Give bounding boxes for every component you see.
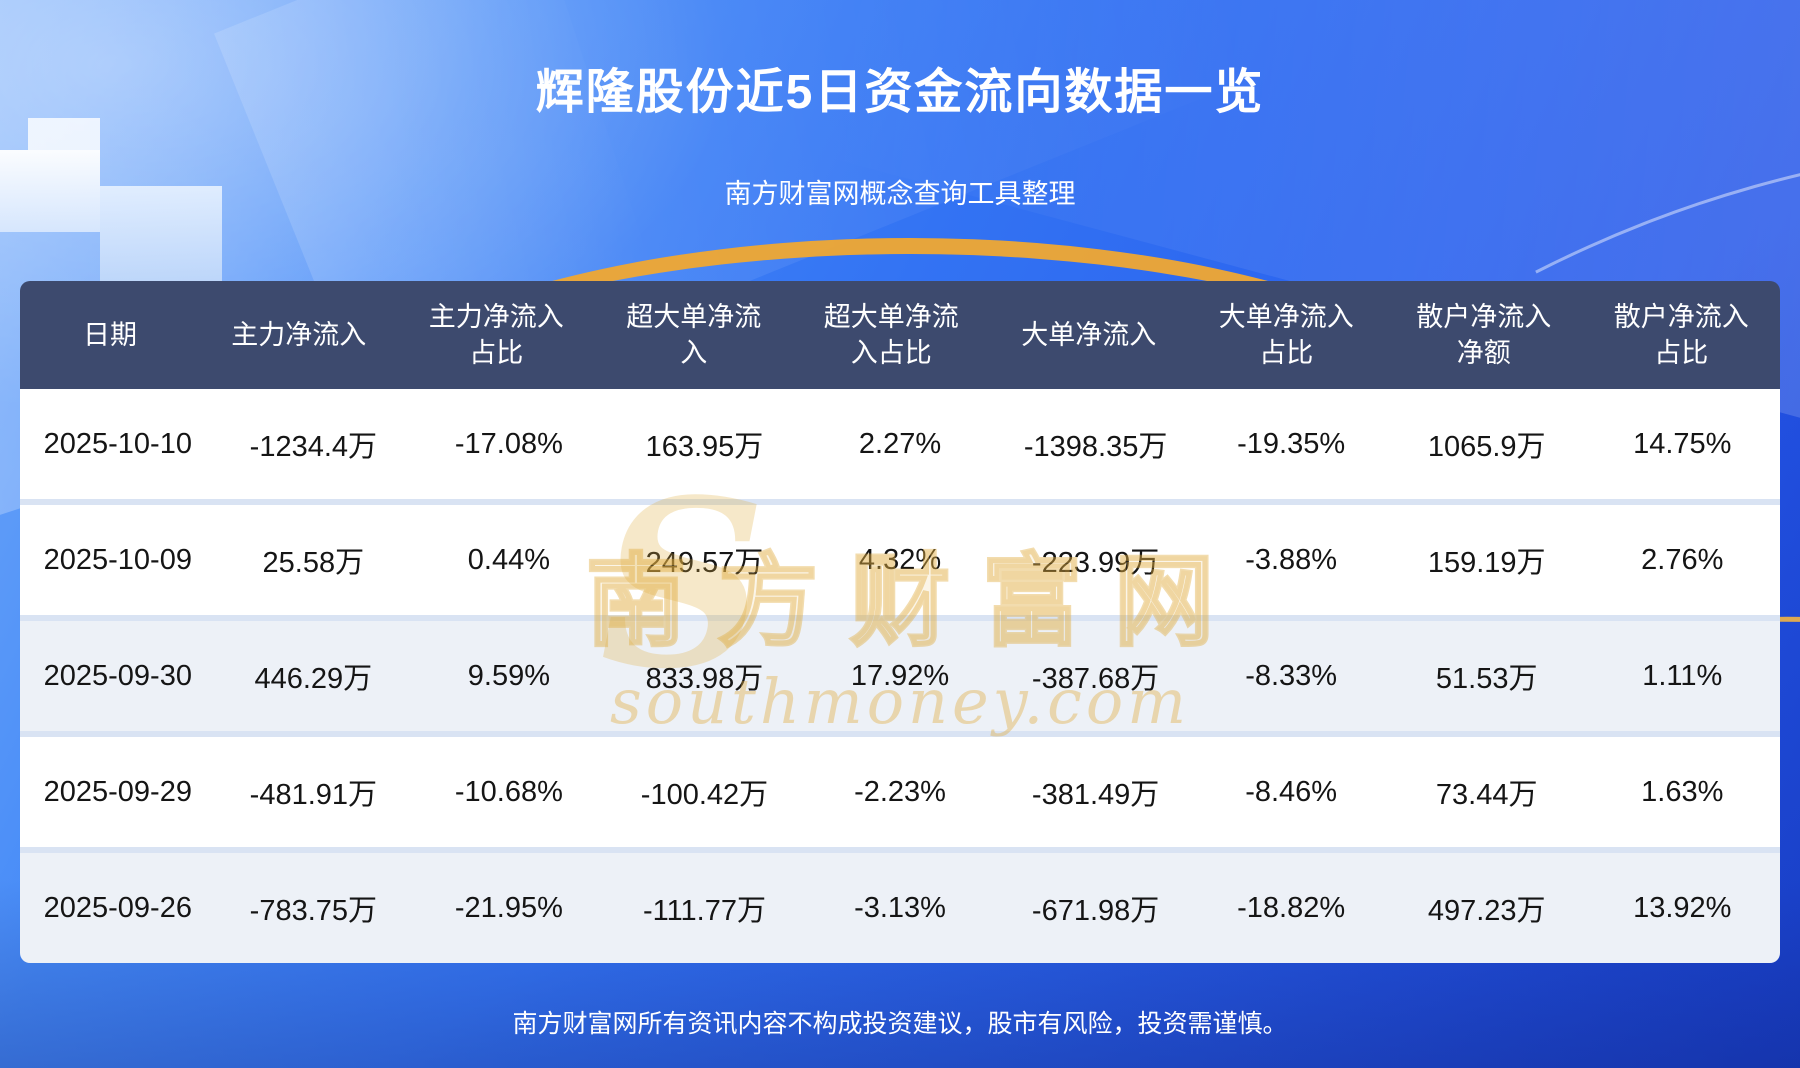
value-cell: -17.08%	[454, 427, 563, 460]
table-row: 2025-09-30 446.29万 9.59% 833.98万 17.92% -387.…	[20, 615, 1780, 731]
decoration-block	[0, 150, 100, 232]
value-cell: 833.98万	[645, 663, 764, 695]
table-row: 2025-10-10 -1234.4万 -17.08% 163.95万 2.27% -13…	[20, 389, 1780, 499]
column-header-label: 主力净流入占比	[428, 301, 564, 368]
column-header-label: 散户净流入净额	[1416, 301, 1552, 368]
column-header-label: 散户净流入占比	[1613, 301, 1749, 368]
value-cell: -19.35%	[1237, 427, 1346, 460]
date-cell: 2025-09-29	[43, 775, 192, 808]
value-cell: -387.68万	[1031, 663, 1160, 695]
footer-disclaimer: 南方财富网所有资讯内容不构成投资建议，股市有风险，投资需谨慎。	[512, 1010, 1288, 1038]
table-row: 2025-09-29 -481.91万 -10.68% -100.42万 -2.23% -…	[20, 731, 1780, 847]
date-cell: 2025-09-30	[43, 659, 192, 692]
value-cell: -21.95%	[454, 891, 563, 924]
value-cell: -8.46%	[1245, 775, 1338, 808]
value-cell: 51.53万	[1435, 663, 1538, 695]
value-cell: 249.57万	[645, 547, 764, 579]
column-header: 超大单净流入	[595, 299, 793, 372]
table-header-row: 日期 主力净流入 主力净流入占比 超大单净流入 超大单净流入占比 大单净流入 大单净流入占比…	[20, 281, 1780, 389]
column-header-label: 大单净流入占比	[1218, 301, 1354, 368]
value-cell: -1234.4万	[249, 431, 378, 463]
value-cell: 73.44万	[1435, 779, 1538, 811]
column-header: 日期	[20, 317, 200, 353]
column-header-label: 大单净流入	[1021, 319, 1157, 350]
fund-flow-table: 日期 主力净流入 主力净流入占比 超大单净流入 超大单净流入占比 大单净流入 大单净流入占比…	[20, 281, 1780, 963]
value-cell: 1.11%	[1642, 659, 1723, 692]
value-cell: 163.95万	[645, 431, 764, 463]
value-cell: 13.92%	[1633, 891, 1732, 924]
date-cell: 2025-10-10	[43, 427, 192, 460]
column-header-label: 超大单净流入占比	[823, 301, 959, 368]
value-cell: 2.27%	[858, 427, 942, 460]
column-header: 大单净流入占比	[1188, 299, 1386, 372]
date-cell: 2025-09-26	[43, 891, 192, 924]
page-title: 辉隆股份近5日资金流向数据一览	[535, 66, 1265, 119]
value-cell: 2.76%	[1641, 543, 1724, 576]
value-cell: -18.82%	[1237, 891, 1346, 924]
value-cell: -783.75万	[249, 895, 378, 927]
decoration-block	[28, 118, 100, 150]
table-row: 2025-10-09 25.58万 0.44% 249.57万 4.32% -223.99…	[20, 499, 1780, 615]
value-cell: 159.19万	[1427, 547, 1546, 579]
value-cell: -3.88%	[1245, 543, 1338, 576]
value-cell: 4.32%	[858, 543, 942, 576]
page-subtitle: 南方财富网概念查询工具整理	[724, 179, 1076, 209]
value-cell: -481.91万	[249, 779, 378, 811]
column-header: 主力净流入	[200, 317, 398, 353]
value-cell: -8.33%	[1245, 659, 1338, 692]
value-cell: 14.75%	[1633, 427, 1732, 460]
value-cell: -671.98万	[1031, 895, 1160, 927]
column-header: 超大单净流入占比	[793, 299, 991, 372]
value-cell: 497.23万	[1427, 895, 1546, 927]
column-header: 散户净流入净额	[1385, 299, 1583, 372]
value-cell: -223.99万	[1031, 547, 1160, 579]
column-header-label: 超大单净流入	[626, 301, 762, 368]
column-header: 大单净流入	[990, 317, 1188, 353]
date-cell: 2025-10-09	[43, 543, 192, 576]
column-header-label: 日期	[83, 319, 137, 350]
column-header: 主力净流入占比	[398, 299, 596, 372]
table-body: 2025-10-10 -1234.4万 -17.08% 163.95万 2.27% -13…	[20, 389, 1780, 963]
column-header: 散户净流入占比	[1583, 299, 1781, 372]
value-cell: 1.63%	[1641, 775, 1724, 808]
value-cell: -381.49万	[1031, 779, 1160, 811]
value-cell: -1398.35万	[1023, 431, 1168, 463]
value-cell: 25.58万	[262, 547, 365, 579]
decoration-block	[100, 186, 222, 282]
value-cell: 17.92%	[850, 659, 950, 692]
table-row: 2025-09-26 -783.75万 -21.95% -111.77万 -3.13% -…	[20, 847, 1780, 963]
value-cell: 1065.9万	[1427, 431, 1546, 463]
column-header-label: 主力净流入	[231, 319, 367, 350]
value-cell: -100.42万	[640, 779, 769, 811]
value-cell: 0.44%	[467, 543, 551, 576]
value-cell: -3.13%	[854, 891, 946, 924]
value-cell: 9.59%	[467, 659, 551, 692]
value-cell: -111.77万	[642, 895, 766, 927]
value-cell: -2.23%	[854, 775, 946, 808]
value-cell: -10.68%	[454, 775, 563, 808]
value-cell: 446.29万	[254, 663, 373, 695]
